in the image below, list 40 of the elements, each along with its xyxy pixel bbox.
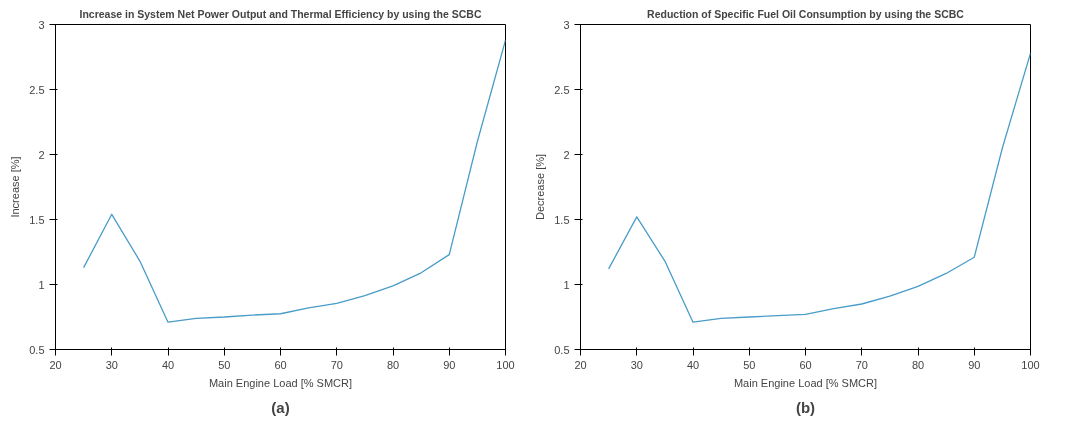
y-tick-label: 0.5 [29,343,45,356]
x-tick-label: 80 [386,358,400,371]
x-tick-label: 90 [443,358,456,371]
text: (b) [795,398,816,416]
y-tick-label: 2 [38,148,45,161]
y-tick-label: 1.5 [29,213,45,226]
x-tick-label: 80 [911,358,925,371]
x-tick-label: 90 [968,358,981,371]
chart-title: Increase in System Net Power Output and Thermal Efficiency by using the SCBC [79,7,482,20]
x-tick-label: 50 [218,358,231,371]
chart-title: Reduction of Specific Fuel Oil Consumption by using the SCBC [647,7,965,20]
x-tick-label: 50 [743,358,756,371]
x-tick-label: 100 [1021,358,1040,371]
x-tick-label: 20 [574,358,587,371]
y-tick-label: 1 [38,278,45,291]
x-tick-label: 70 [855,358,868,371]
x-tick-label: 40 [686,358,700,371]
y-tick-label: 2.5 [29,83,45,96]
y-tick-label: 2 [563,148,570,161]
x-tick-label: 100 [496,358,515,371]
x-axis-title: Main Engine Load [% SMCR] [733,376,878,389]
y-tick-label: 3 [563,18,570,31]
x-tick-label: 60 [799,358,812,371]
y-tick-label: 2.5 [554,83,570,96]
x-tick-label: 30 [105,358,118,371]
y-tick-label: 1.5 [554,213,570,226]
y-axis-title: Increase [%] [9,156,22,218]
y-tick-label: 3 [38,18,45,31]
y-tick-label: 0.5 [554,343,570,356]
x-axis-title: Main Engine Load [% SMCR] [208,376,353,389]
line-series [607,52,1031,323]
x-tick-label: 70 [330,358,343,371]
y-tick-label: 1 [563,278,570,291]
y-axis-title: Decrease [%] [534,153,547,221]
x-tick-label: 30 [630,358,643,371]
x-tick-label: 40 [161,358,175,371]
text: (a) [271,398,290,416]
x-tick-label: 60 [274,358,287,371]
x-tick-label: 20 [49,358,62,371]
line-series [82,39,506,323]
